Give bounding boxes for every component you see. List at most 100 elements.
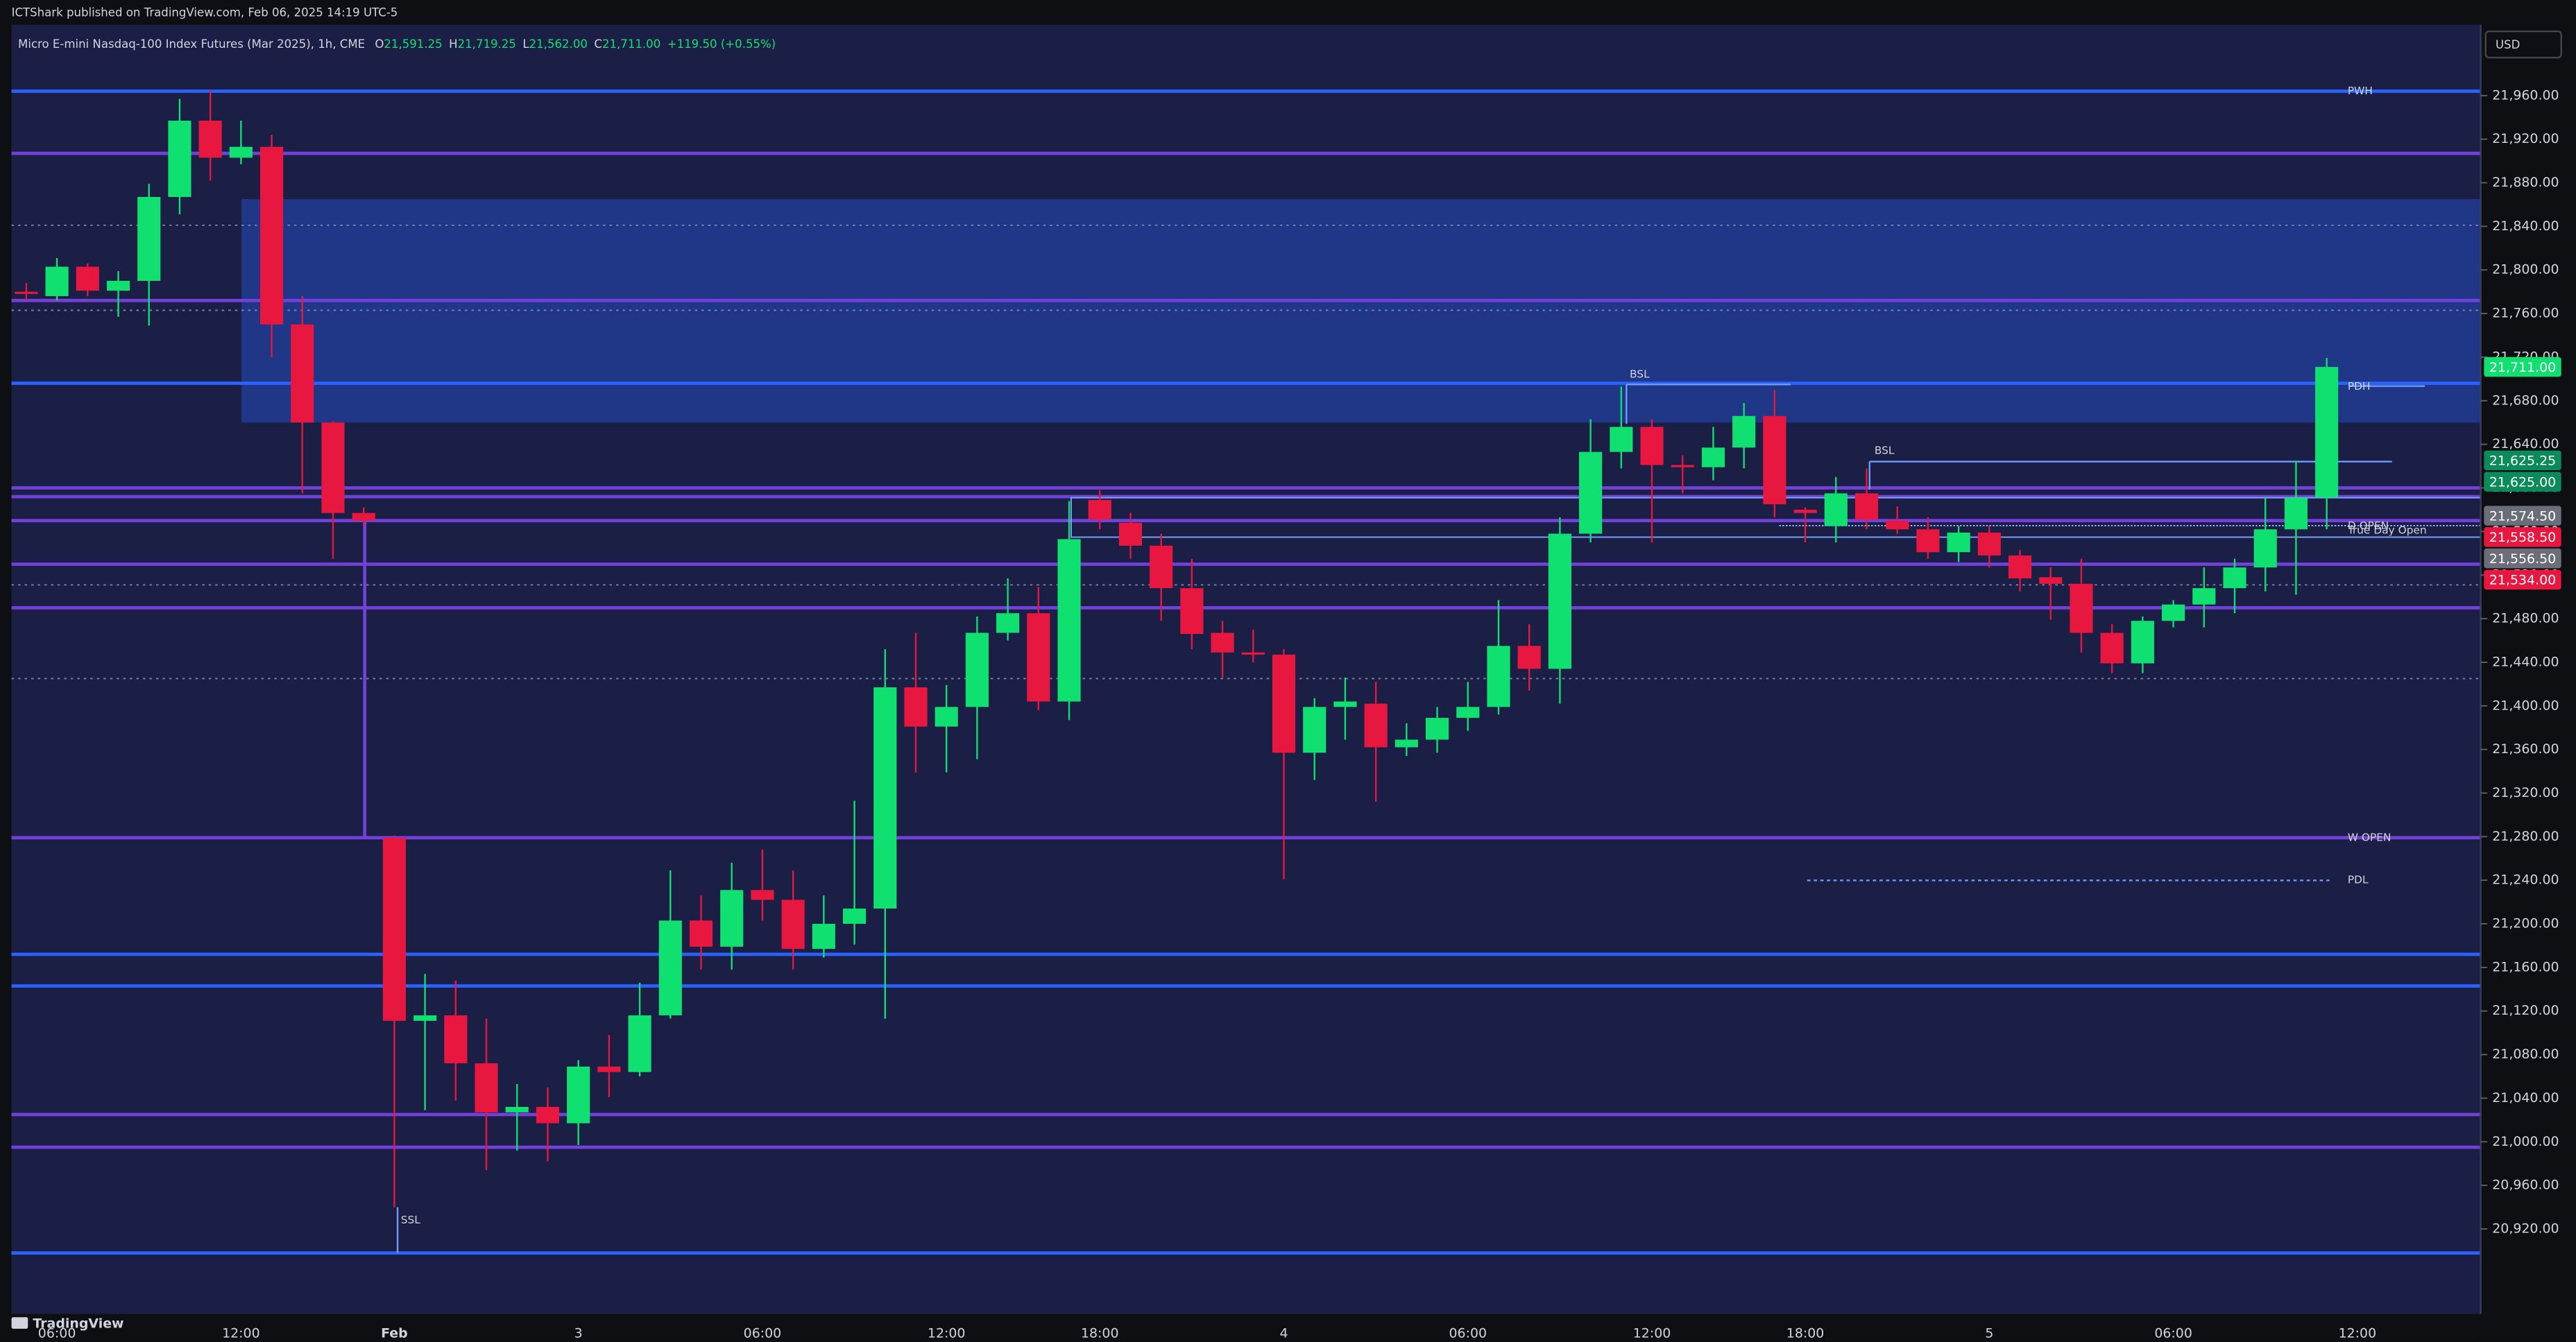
- x-tick-label: Feb: [381, 1325, 408, 1341]
- candle-body: [2070, 583, 2093, 633]
- candle-body: [198, 120, 222, 158]
- price-tag-label: 21,574.50: [2489, 508, 2556, 524]
- candle-body: [1610, 427, 1633, 452]
- y-tick-label: 21,440.00: [2492, 654, 2559, 669]
- legend-symbol: Micro E-mini Nasdaq-100 Index Futures (M…: [18, 37, 365, 51]
- candle-body: [259, 146, 284, 325]
- y-tick-label: 21,320.00: [2492, 785, 2559, 800]
- candle-body: [382, 837, 406, 1021]
- candle-body: [15, 291, 38, 294]
- y-tick-label: 21,160.00: [2492, 959, 2559, 974]
- x-tick-label: 18:00: [1786, 1325, 1825, 1341]
- price-tag: [2484, 569, 2561, 590]
- candle-body: [1854, 493, 1879, 520]
- candle-body: [168, 120, 191, 197]
- candle-body: [1977, 532, 2001, 556]
- x-tick-label: 3: [574, 1325, 583, 1341]
- candle-body: [1425, 718, 1449, 740]
- candle-body: [1763, 415, 1786, 505]
- currency[interactable]: USD: [2496, 38, 2520, 51]
- y-tick-label: 21,400.00: [2492, 698, 2559, 713]
- annotation: W OPEN: [2348, 831, 2391, 843]
- candle-body: [1241, 652, 1265, 655]
- candle-body: [935, 707, 958, 727]
- x-tick-label: 18:00: [1081, 1325, 1119, 1341]
- footer-logo: TradingView: [11, 1316, 124, 1331]
- y-tick-label: 20,960.00: [2492, 1178, 2559, 1193]
- annotation: D OPEN: [2348, 519, 2389, 532]
- y-tick-label: 21,880.00: [2492, 175, 2559, 190]
- x-tick-label: 06:00: [2154, 1325, 2192, 1341]
- y-tick-label: 21,840.00: [2492, 218, 2559, 234]
- y-tick-label: 21,760.00: [2492, 306, 2559, 321]
- candle-body: [1211, 633, 1234, 653]
- price-tag: [2484, 506, 2561, 526]
- candle-body: [1916, 529, 1940, 553]
- price-tag: [2484, 356, 2561, 377]
- candle-body: [1088, 499, 1111, 520]
- candle-body: [1517, 646, 1541, 669]
- currency-box[interactable]: [2484, 30, 2562, 59]
- candles-layer: [15, 89, 2339, 1207]
- candle-body: [720, 890, 744, 947]
- candle-body: [751, 890, 774, 900]
- candle-body: [1057, 539, 1081, 702]
- price-tag-label: 21,558.50: [2489, 530, 2556, 545]
- legend-change: +119.50 (+0.55%): [667, 37, 776, 51]
- candle-body: [505, 1107, 529, 1112]
- y-tick-label: 21,680.00: [2492, 393, 2559, 408]
- header: ICTShark published on TradingView.com, F…: [12, 6, 398, 19]
- candle-body: [1364, 703, 1388, 748]
- logo-mark: [11, 1317, 28, 1329]
- annotation: BSL: [1875, 445, 1895, 457]
- legend-key: O: [375, 37, 384, 51]
- candle-body: [475, 1063, 498, 1112]
- y-tick-label: 21,200.00: [2492, 916, 2559, 931]
- price-axis-bg: [2480, 0, 2576, 1342]
- candle-body: [996, 613, 1020, 633]
- y-tick-label: 21,360.00: [2492, 741, 2559, 757]
- candle-body: [2253, 529, 2277, 568]
- x-tick-label: 4: [1279, 1325, 1288, 1341]
- candle-body: [1303, 707, 1327, 753]
- price-tag-label: 21,625.00: [2489, 474, 2556, 490]
- candle-body: [2008, 555, 2032, 578]
- candle-body: [106, 280, 130, 291]
- annotation: PDL: [2348, 874, 2369, 886]
- legend-key: L: [522, 37, 529, 51]
- levels-layer: [11, 89, 2481, 1255]
- candle-body: [1180, 588, 1204, 635]
- candle-body: [1394, 739, 1418, 748]
- candle-body: [1487, 646, 1510, 707]
- candle-body: [321, 422, 345, 513]
- legend-key: H: [449, 37, 457, 51]
- candle-body: [689, 920, 713, 947]
- candle-body: [536, 1107, 560, 1124]
- candle-body: [45, 266, 69, 296]
- x-tick-label: 06:00: [744, 1325, 782, 1341]
- price-tag-label: 21,625.25: [2489, 454, 2556, 469]
- annotation: BSL: [1630, 368, 1650, 381]
- candle-body: [1640, 427, 1664, 465]
- candle-body: [904, 687, 928, 727]
- candle-body: [1701, 447, 1725, 467]
- candle-body: [76, 266, 99, 291]
- y-tick-label: 21,960.00: [2492, 87, 2559, 103]
- x-tick-label: 06:00: [1449, 1325, 1487, 1341]
- candle-body: [2131, 621, 2154, 664]
- candle-body: [567, 1066, 590, 1124]
- candle-body: [658, 920, 682, 1016]
- candle-body: [1579, 451, 1603, 534]
- candle-body: [597, 1066, 621, 1072]
- annotation: SSL: [401, 1214, 421, 1226]
- y-tick-label: 21,000.00: [2492, 1134, 2559, 1149]
- candle-body: [2100, 633, 2124, 664]
- candle-body: [1272, 654, 1296, 753]
- legend: Micro E-mini Nasdaq-100 Index Futures (M…: [18, 37, 776, 51]
- candle-body: [413, 1015, 437, 1021]
- candle-body: [2192, 588, 2216, 605]
- zone-layer: [241, 199, 2481, 423]
